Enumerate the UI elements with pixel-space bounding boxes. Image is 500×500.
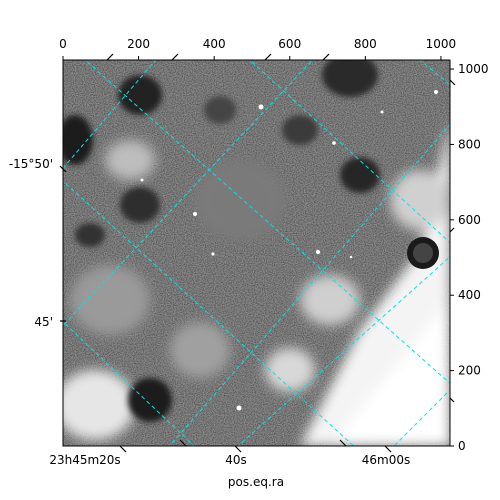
pixel-y-axis: 0 200 400 600 800 1000 [450,62,489,453]
pixel-x-tick-label: 800 [354,37,377,51]
coordinate-grid [63,60,450,446]
ra-tick-label: 23h45m20s [49,453,120,467]
pixel-x-tick-label: 1000 [426,37,457,51]
dec-tick-label: 45' [34,315,53,329]
pixel-x-tick-label: 200 [127,37,150,51]
pixel-y-tick-label: 0 [458,439,466,453]
ra-tick-label: 40s [225,453,247,467]
pixel-y-tick-label: 600 [458,213,481,227]
pixel-y-tick-label: 200 [458,364,481,378]
ra-tick-label: 46m00s [362,453,410,467]
pixel-y-tick-label: 1000 [458,62,489,76]
dec-tick-label: -15°50' [9,157,53,171]
ra-grid-line [63,321,195,446]
dec-grid-line [63,60,314,327]
pixel-x-tick-label: 400 [203,37,226,51]
pixel-y-tick-label: 400 [458,288,481,302]
dec-axis [59,53,330,322]
plot-frame [62,59,451,447]
ra-grid-line [249,60,450,244]
moon-image [63,60,450,446]
dec-grid-line [63,60,157,169]
x-axis-label: pos.eq.ra [228,475,284,489]
pixel-x-axis: 0 200 400 600 800 1000 [59,37,456,60]
pixel-x-tick-label: 0 [59,37,67,51]
pixel-x-tick-label: 600 [278,37,301,51]
dec-grid-line [168,123,450,446]
ra-axis [119,79,456,453]
pixel-y-tick-label: 800 [458,137,481,151]
dec-grid-line [393,389,450,446]
